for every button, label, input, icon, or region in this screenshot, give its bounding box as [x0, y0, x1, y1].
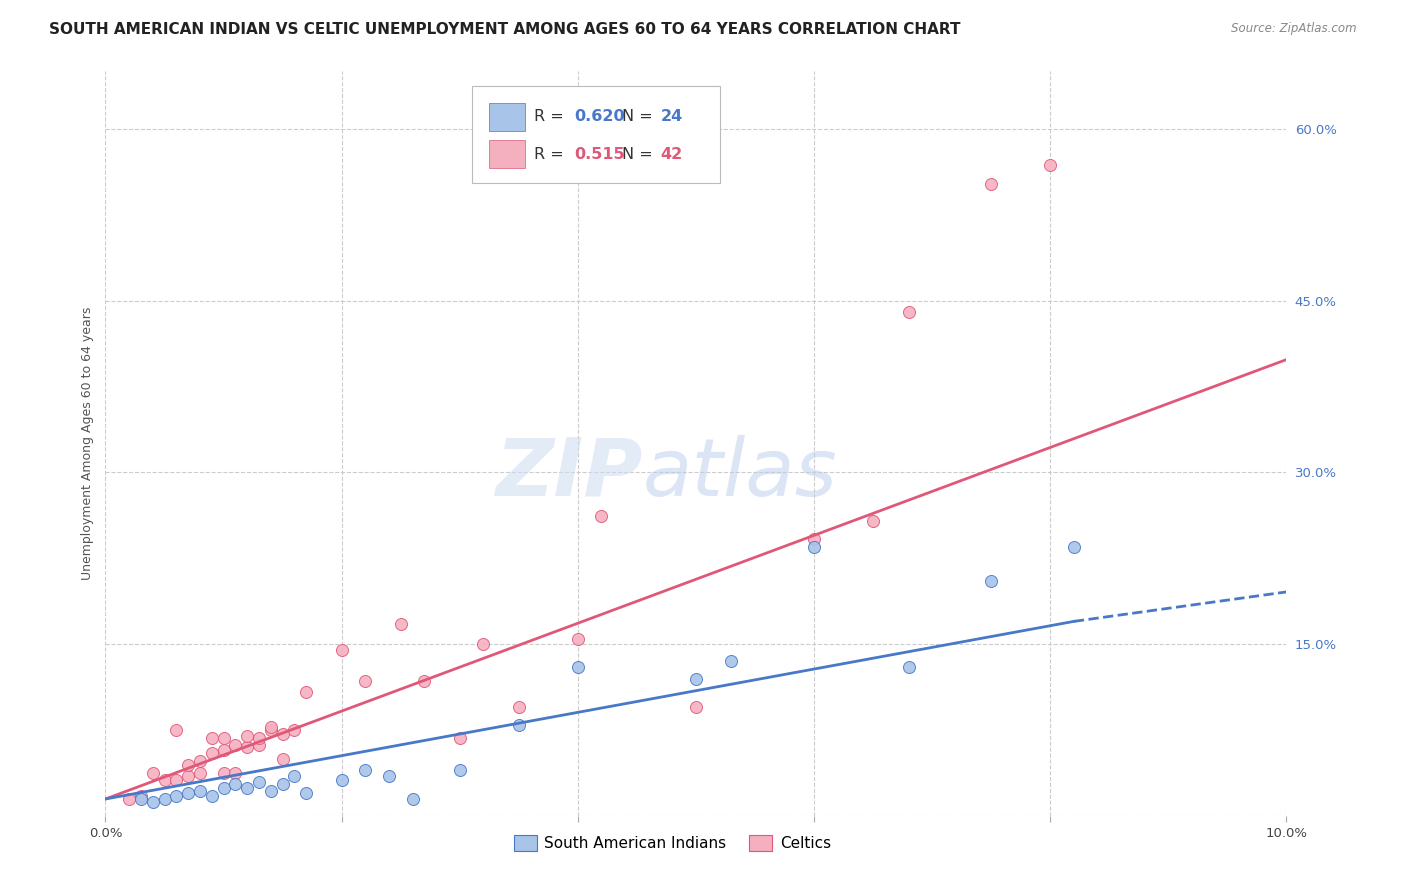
Point [508, 700, 530, 714]
Point [247, 774, 270, 789]
Point [330, 643, 353, 657]
Point [247, 738, 270, 752]
Point [567, 660, 589, 674]
Point [177, 769, 200, 783]
Point [685, 672, 707, 686]
Point [897, 305, 920, 319]
Text: SOUTH AMERICAN INDIAN VS CELTIC UNEMPLOYMENT AMONG AGES 60 TO 64 YEARS CORRELATI: SOUTH AMERICAN INDIAN VS CELTIC UNEMPLOY… [49, 22, 960, 37]
Point [153, 792, 176, 806]
Point [201, 731, 224, 746]
Point [472, 637, 495, 651]
Text: 24: 24 [661, 110, 683, 124]
Point [980, 177, 1002, 191]
Point [201, 789, 224, 803]
Text: atlas: atlas [643, 434, 838, 513]
Point [271, 727, 294, 741]
Point [283, 769, 305, 783]
Legend: South American Indians, Celtics: South American Indians, Celtics [508, 829, 837, 857]
Text: 42: 42 [661, 147, 683, 161]
FancyBboxPatch shape [471, 87, 720, 183]
Point [354, 764, 377, 778]
FancyBboxPatch shape [489, 103, 524, 131]
Text: N =: N = [621, 110, 658, 124]
Point [236, 740, 259, 755]
Point [188, 765, 211, 780]
Point [236, 780, 259, 795]
Point [201, 746, 224, 760]
Point [1039, 158, 1062, 172]
Point [260, 784, 283, 798]
Point [803, 540, 825, 554]
Point [567, 632, 589, 646]
Text: R =: R = [534, 110, 569, 124]
Point [295, 685, 318, 699]
Point [224, 738, 246, 752]
Point [413, 673, 436, 688]
Text: N =: N = [621, 147, 658, 161]
Text: 0.515: 0.515 [574, 147, 624, 161]
Point [862, 514, 884, 528]
Point [401, 792, 423, 806]
Point [177, 757, 200, 772]
Point [591, 508, 613, 523]
Point [212, 765, 235, 780]
Point [1063, 540, 1085, 554]
Point [142, 796, 165, 810]
Point [449, 731, 471, 746]
Point [129, 792, 152, 806]
Point [330, 772, 353, 787]
Text: Source: ZipAtlas.com: Source: ZipAtlas.com [1232, 22, 1357, 36]
Point [165, 789, 187, 803]
Point [283, 723, 305, 738]
Point [247, 731, 270, 746]
Point [188, 784, 211, 798]
Point [449, 764, 471, 778]
Point [354, 673, 377, 688]
Point [177, 786, 200, 800]
Point [165, 772, 187, 787]
Point [803, 532, 825, 546]
Point [389, 616, 412, 631]
Point [118, 792, 141, 806]
Y-axis label: Unemployment Among Ages 60 to 64 years: Unemployment Among Ages 60 to 64 years [82, 307, 94, 581]
Point [260, 723, 283, 738]
Point [378, 769, 401, 783]
Point [980, 574, 1002, 589]
Point [212, 742, 235, 756]
Point [685, 700, 707, 714]
Point [224, 765, 246, 780]
Point [153, 772, 176, 787]
Point [188, 754, 211, 768]
Point [295, 786, 318, 800]
Point [236, 729, 259, 743]
Point [271, 752, 294, 766]
Point [212, 780, 235, 795]
Point [897, 660, 920, 674]
Point [129, 789, 152, 803]
Text: 0.620: 0.620 [574, 110, 624, 124]
Point [260, 720, 283, 734]
Point [212, 731, 235, 746]
Point [271, 777, 294, 791]
Point [142, 765, 165, 780]
Point [508, 717, 530, 731]
Text: R =: R = [534, 147, 569, 161]
Text: ZIP: ZIP [495, 434, 643, 513]
Point [720, 655, 742, 669]
Point [224, 777, 246, 791]
Point [165, 723, 187, 738]
FancyBboxPatch shape [489, 140, 524, 169]
